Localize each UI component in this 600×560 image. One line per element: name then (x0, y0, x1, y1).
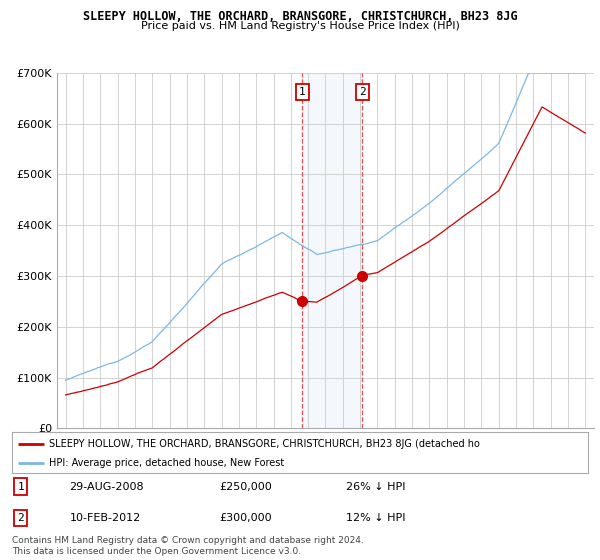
Text: SLEEPY HOLLOW, THE ORCHARD, BRANSGORE, CHRISTCHURCH, BH23 8JG: SLEEPY HOLLOW, THE ORCHARD, BRANSGORE, C… (83, 10, 517, 23)
Text: 2: 2 (359, 87, 365, 97)
Text: Price paid vs. HM Land Registry's House Price Index (HPI): Price paid vs. HM Land Registry's House … (140, 21, 460, 31)
Text: 10-FEB-2012: 10-FEB-2012 (70, 513, 141, 523)
Text: HPI: Average price, detached house, New Forest: HPI: Average price, detached house, New … (49, 458, 284, 468)
Text: 1: 1 (299, 87, 305, 97)
Text: £300,000: £300,000 (220, 513, 272, 523)
Text: SLEEPY HOLLOW, THE ORCHARD, BRANSGORE, CHRISTCHURCH, BH23 8JG (detached ho: SLEEPY HOLLOW, THE ORCHARD, BRANSGORE, C… (49, 439, 481, 449)
Text: £250,000: £250,000 (220, 482, 272, 492)
Text: 2: 2 (17, 513, 24, 523)
Text: 29-AUG-2008: 29-AUG-2008 (70, 482, 144, 492)
Text: 1: 1 (17, 482, 24, 492)
Text: 12% ↓ HPI: 12% ↓ HPI (346, 513, 406, 523)
Bar (302, 73, 362, 428)
Text: 26% ↓ HPI: 26% ↓ HPI (346, 482, 406, 492)
Text: Contains HM Land Registry data © Crown copyright and database right 2024.: Contains HM Land Registry data © Crown c… (12, 536, 364, 545)
Text: This data is licensed under the Open Government Licence v3.0.: This data is licensed under the Open Gov… (12, 547, 301, 556)
